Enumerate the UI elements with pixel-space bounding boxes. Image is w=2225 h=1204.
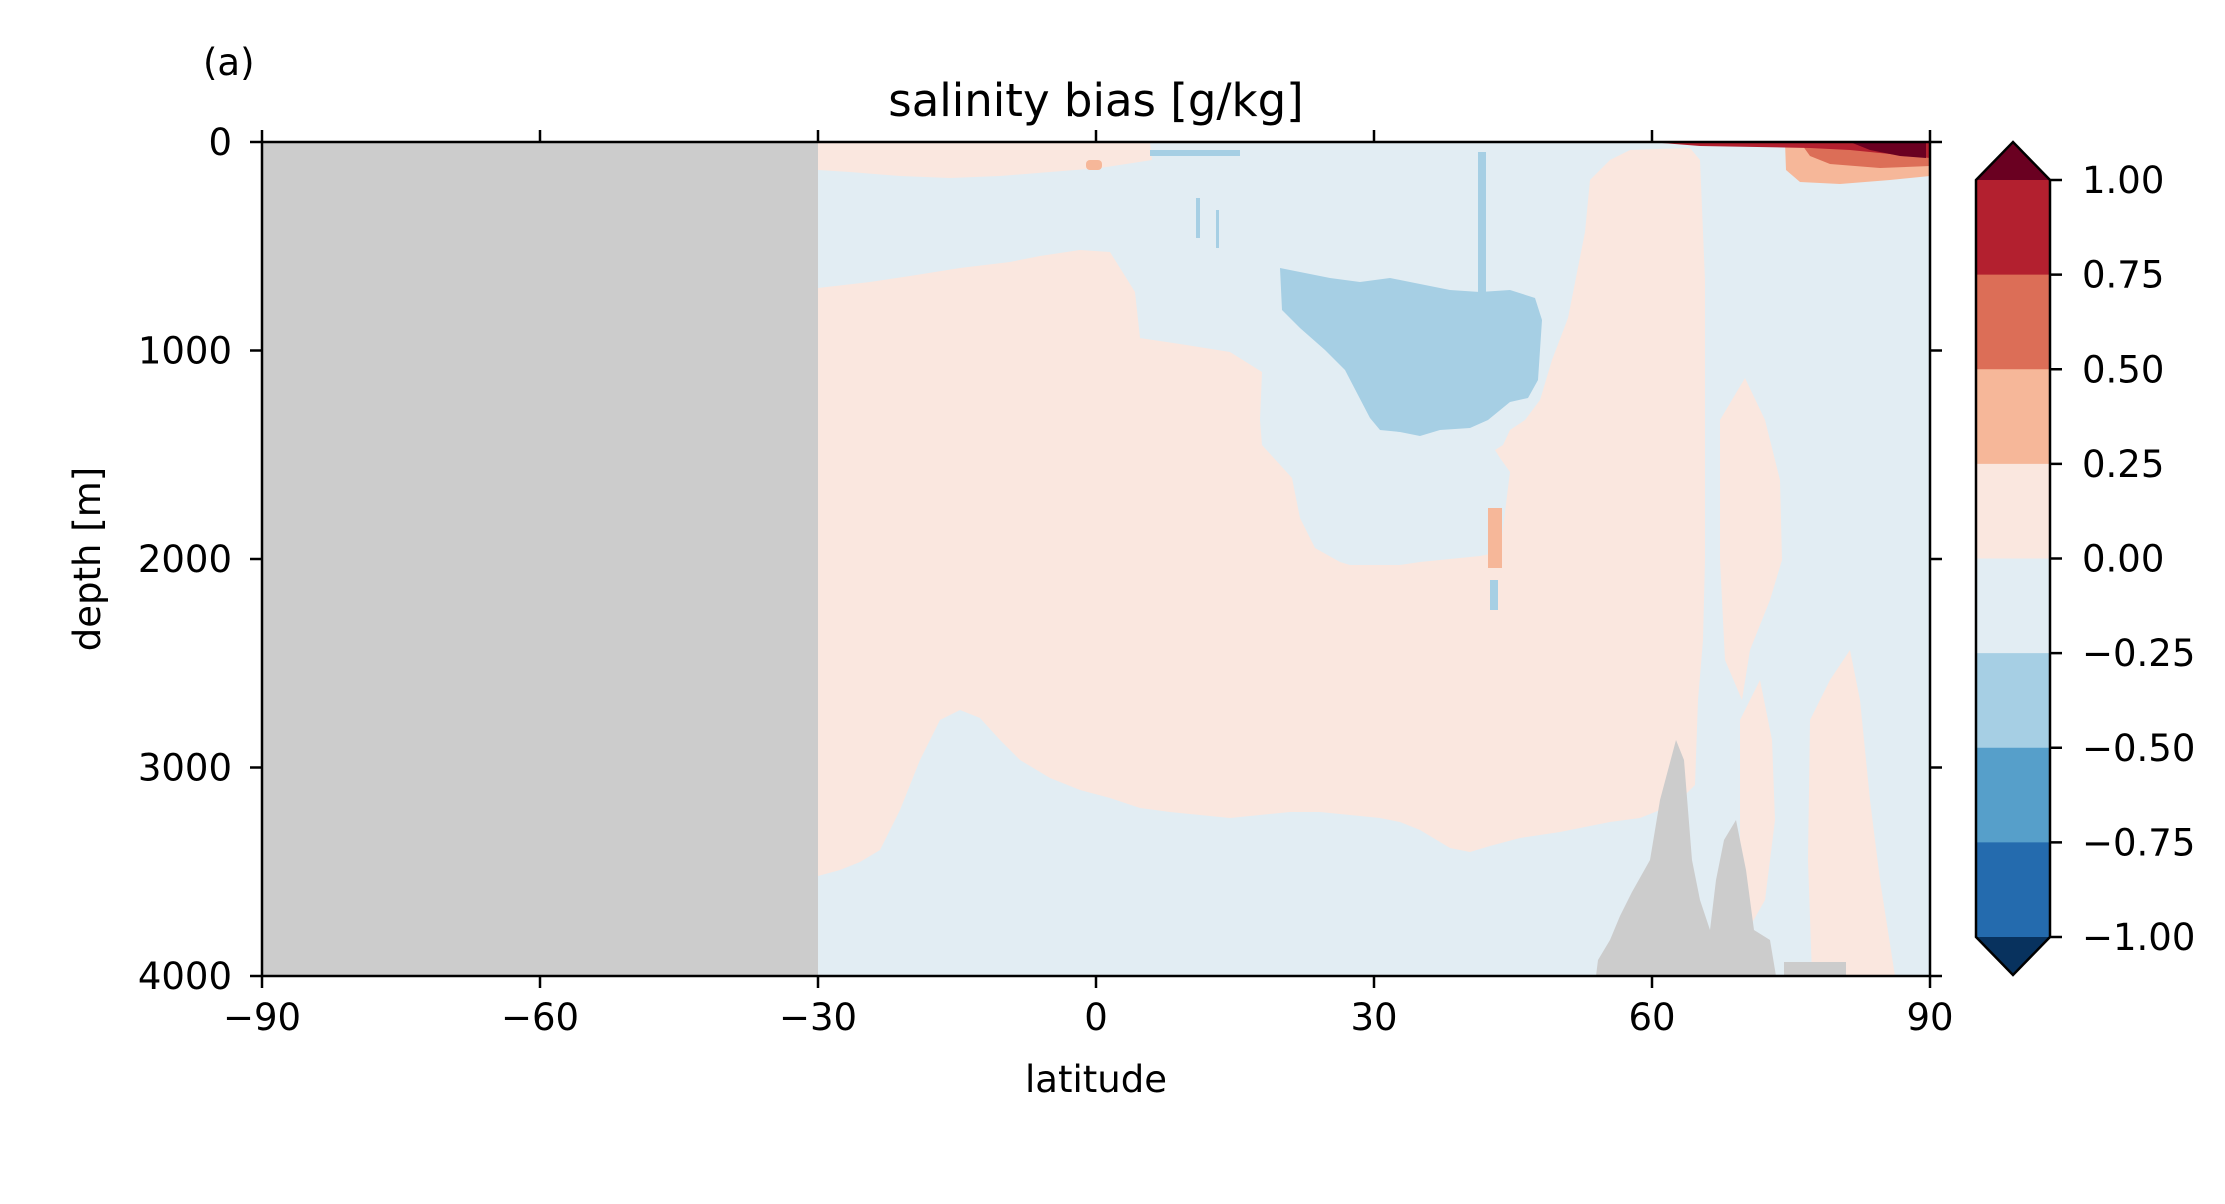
region-positive-arctic-deep (1720, 378, 1782, 700)
x-tick-label: 60 (1628, 996, 1675, 1039)
colorbar-bin (1976, 558, 2050, 654)
region-positive-spot-surface (1086, 160, 1102, 170)
region-negative-column-3 (1216, 210, 1219, 248)
y-tick-label: 2000 (138, 538, 232, 581)
masked-topography-2 (1784, 962, 1846, 976)
y-axis-label: depth [m] (66, 467, 109, 651)
colorbar-bin (1976, 653, 2050, 749)
colorbar-bin (1976, 369, 2050, 465)
colorbar: 1.00 0.75 0.50 0.25 0.00 −0.25 −0.50 −0.75 −1.00 (1974, 140, 2195, 977)
colorbar-bin (1976, 747, 2050, 843)
x-tick-label: 90 (1906, 996, 1953, 1039)
region-positive-arctic-deep-2 (1808, 650, 1895, 976)
region-negative-fresh-lens (1280, 268, 1542, 436)
heatmap-plot-area (262, 142, 1930, 976)
colorbar-bin (1976, 180, 2050, 276)
x-axis-label: latitude (1025, 1058, 1167, 1101)
colorbar-tick-label: 0.75 (2082, 254, 2164, 297)
masked-topography (1596, 740, 1776, 976)
y-tick-label: 3000 (138, 747, 232, 790)
colorbar-tick-label: −0.50 (2082, 727, 2195, 770)
y-tick-label: 4000 (138, 955, 232, 998)
colorbar-extend-under (1976, 937, 2050, 975)
colorbar-tick-label: −0.75 (2082, 821, 2195, 864)
x-tick-label: 30 (1350, 996, 1397, 1039)
region-negative-small (1490, 580, 1498, 610)
colorbar-bin (1976, 842, 2050, 938)
colorbar-tick-label: 0.50 (2082, 348, 2164, 391)
region-positive-spot-mid (1488, 508, 1502, 568)
region-negative-column (1478, 152, 1486, 302)
colorbar-tick-label: −1.00 (2082, 916, 2195, 959)
colorbar-tick-label: 1.00 (2082, 159, 2164, 202)
colorbar-tick-label: 0.25 (2082, 443, 2164, 486)
region-negative-column-2 (1196, 198, 1200, 238)
region-max-arctic-surface (1850, 142, 1926, 158)
colorbar-tick-label: 0.00 (2082, 538, 2164, 581)
colorbar-tick-label: −0.25 (2082, 632, 2195, 675)
x-tick-label: −60 (501, 996, 579, 1039)
region-positive-surface (818, 142, 1152, 178)
region-positive-arctic-mid (1740, 680, 1775, 930)
y-tick-label: 0 (208, 121, 232, 164)
region-positive-intermediate (818, 148, 1705, 876)
colorbar-bin (1976, 274, 2050, 370)
region-negative-surface-sliver (1150, 150, 1240, 156)
colorbar-bin (1976, 463, 2050, 560)
x-tick-label: −90 (223, 996, 301, 1039)
x-tick-label: 0 (1084, 996, 1108, 1039)
panel-label: (a) (203, 41, 255, 84)
x-tick-label: −30 (779, 996, 857, 1039)
y-axis: 0 1000 2000 3000 4000 (138, 121, 1942, 998)
x-axis: −90 −60 −30 0 30 60 90 (223, 130, 1954, 1039)
chart-title: salinity bias [g/kg] (888, 74, 1303, 127)
y-tick-label: 1000 (138, 330, 232, 373)
colorbar-extend-over (1976, 142, 2050, 180)
masked-region-south (262, 142, 818, 976)
